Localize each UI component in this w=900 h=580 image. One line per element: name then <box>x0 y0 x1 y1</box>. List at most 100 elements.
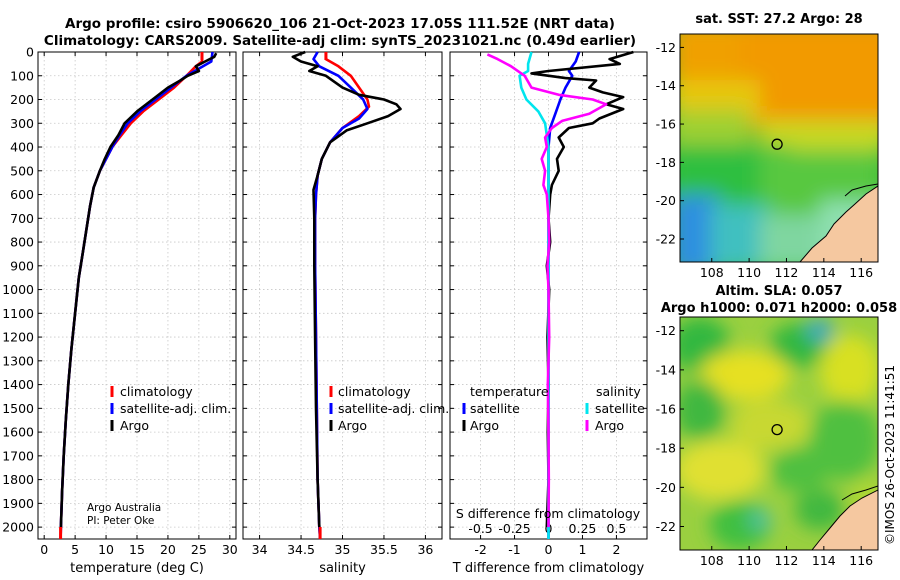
sla-land <box>811 489 878 550</box>
series-line-satellite-adj-clim- <box>59 51 214 540</box>
map-x-tick-label: 110 <box>737 265 761 280</box>
y-tick-label: 1700 <box>2 448 34 463</box>
x-tick-label: -2 <box>474 542 486 557</box>
legend-satellite-label: satellite-adj. clim. <box>120 401 231 416</box>
s-tick-label: 0.5 <box>606 521 626 536</box>
x-tick-label: 30 <box>222 542 238 557</box>
y-tick-label: 1800 <box>2 472 34 487</box>
series-line-s-satellite <box>518 51 550 539</box>
sla-map-ticks: 108 110 112 114 116 -12 -14 -16 -18 -20 -22 <box>656 323 874 568</box>
map-x-tick-label: 116 <box>849 553 873 568</box>
y-tick-label: 900 <box>10 258 34 273</box>
y-tick-label: 300 <box>10 116 34 131</box>
x-tick-label: 15 <box>129 542 145 557</box>
legend-sal-satellite-label: satellite-adj. clim. <box>338 401 449 416</box>
x-tick-label: 1 <box>578 542 586 557</box>
series-line-argo <box>59 52 218 530</box>
sla-map: Altim. SLA: 0.057 Argo h1000: 0.071 h200… <box>656 284 898 568</box>
y-tick-label: 500 <box>10 163 34 178</box>
credit-line2: PI: Peter Oke <box>87 515 154 527</box>
y-tick-label: 1100 <box>2 306 34 321</box>
sla-coastline <box>841 485 878 501</box>
salinity-legend: climatology satellite-adj. clim. Argo <box>329 384 449 433</box>
x-tick-label: -1 <box>508 542 520 557</box>
s-tick-label: 0.25 <box>569 521 597 536</box>
temperature-panel: 0 5 10 15 20 25 300100200300400500600700800900… <box>2 45 238 577</box>
imos-stamp: ©IMOS 26-Oct-2023 11:41:51 <box>883 365 897 545</box>
y-tick-label: 700 <box>10 211 34 226</box>
x-tick-label: 5 <box>71 542 79 557</box>
y-tick-label: 1500 <box>2 401 34 416</box>
y-tick-label: 1400 <box>2 377 34 392</box>
s-difference-axis-label: S difference from climatology <box>456 506 641 521</box>
x-axis-label: T difference from climatology <box>452 561 645 576</box>
series-line-climatology <box>59 52 204 540</box>
sst-argo-marker <box>771 138 783 150</box>
sst-map-ticks: 108 110 112 114 116 -12 -14 -16 -18 -20 -22 <box>656 40 874 280</box>
x-tick-label: 10 <box>98 542 114 557</box>
y-tick-label: 2000 <box>2 520 34 535</box>
y-tick-label: 1200 <box>2 330 34 345</box>
sst-field <box>680 34 878 262</box>
map-x-tick-label: 110 <box>737 553 761 568</box>
map-x-tick-label: 116 <box>849 265 873 280</box>
map-y-tick-label: -12 <box>656 40 676 55</box>
sst-map: sat. SST: 27.2 Argo: 28 108 110 112 114 116 -… <box>656 12 879 280</box>
legend-temperature-title: temperature <box>470 384 549 399</box>
map-x-tick-label: 112 <box>775 553 799 568</box>
y-tick-label: 800 <box>10 235 34 250</box>
sst-land <box>799 185 878 262</box>
y-tick-label: 1900 <box>2 496 34 511</box>
map-x-tick-label: 108 <box>700 553 724 568</box>
legend-t-satellite-label: satellite <box>470 401 520 416</box>
map-x-tick-label: 112 <box>775 265 799 280</box>
sla-field <box>680 317 878 550</box>
main-title-line1: Argo profile: csiro 5906620_106 21-Oct-2… <box>65 16 615 32</box>
sst-coastline <box>844 183 878 197</box>
legend-climatology-label: climatology <box>120 384 193 399</box>
map-y-tick-label: -18 <box>656 441 676 456</box>
y-tick-label: 1000 <box>2 282 34 297</box>
sla-map-title-line2: Argo h1000: 0.071 h2000: 0.058 <box>661 301 897 316</box>
credit-line1: Argo Australia <box>87 502 161 514</box>
map-y-tick-label: -22 <box>656 232 676 247</box>
y-tick-label: 600 <box>10 187 34 202</box>
x-tick-label: 0 <box>545 542 553 557</box>
legend-t-argo-label: Argo <box>470 418 499 433</box>
x-tick-label: 0 <box>40 542 48 557</box>
map-y-tick-label: -20 <box>656 193 676 208</box>
y-tick-label: 400 <box>10 140 34 155</box>
map-y-tick-label: -22 <box>656 519 676 534</box>
temperature-legend: climatology satellite-adj. clim. Argo <box>110 384 231 433</box>
map-y-tick-label: -14 <box>656 78 676 93</box>
y-tick-label: 0 <box>26 45 34 60</box>
map-y-tick-label: -16 <box>656 402 676 417</box>
legend-salinity-title: salinity <box>596 384 641 399</box>
legend-s-argo-label: Argo <box>595 418 624 433</box>
sst-map-title: sat. SST: 27.2 Argo: 28 <box>695 12 862 27</box>
sla-map-title-line1: Altim. SLA: 0.057 <box>716 284 843 299</box>
difference-legend: temperature salinity satellite Argo sate… <box>462 384 645 433</box>
series-line-argo <box>291 50 402 528</box>
difference-panel: -2 -1 0 1 2-0.5 -0.25 0 0.25 0.5T difference fro… <box>449 50 648 576</box>
map-x-tick-label: 114 <box>812 553 836 568</box>
x-tick-label: 35.5 <box>370 542 398 557</box>
x-axis-label: temperature (deg C) <box>70 561 204 576</box>
y-tick-label: 1600 <box>2 425 34 440</box>
map-x-tick-label: 108 <box>700 265 724 280</box>
legend-argo-label: Argo <box>120 418 149 433</box>
s-tick-label: -0.5 <box>468 521 492 536</box>
x-tick-label: 36 <box>417 542 433 557</box>
y-tick-label: 1300 <box>2 353 34 368</box>
salinity-panel: 34 34.5 35 35.5 36 salinity <box>242 50 443 576</box>
series-line-s-argo <box>486 53 608 528</box>
y-tick-label: 200 <box>10 92 34 107</box>
main-title-line2: Climatology: CARS2009. Satellite-adj cli… <box>44 33 636 49</box>
x-tick-label: 34 <box>252 542 268 557</box>
legend-sal-argo-label: Argo <box>338 418 367 433</box>
sla-argo-marker <box>771 423 783 436</box>
x-axis-label: salinity <box>319 561 366 576</box>
sla-map-frame <box>679 316 879 551</box>
map-y-tick-label: -18 <box>656 155 676 170</box>
